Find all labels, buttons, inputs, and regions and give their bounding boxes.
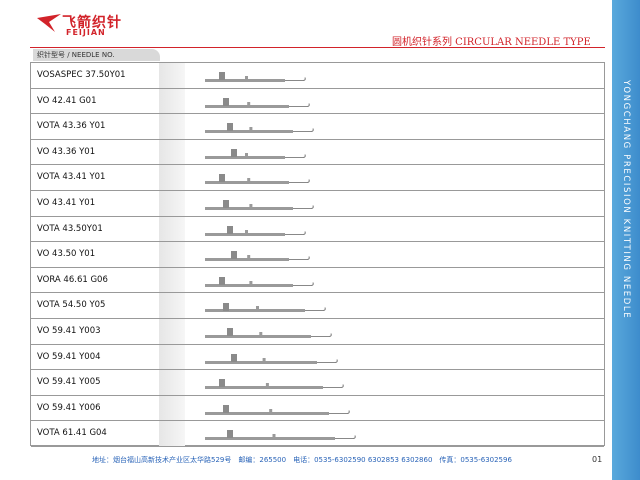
needle-no: VOTA 43.36 Y01 (37, 121, 106, 132)
logo-english: FEIJIAN (66, 28, 106, 37)
needle-no: VOTA 54.50 Y05 (37, 300, 106, 311)
needle-no: VO 59.41 Y005 (37, 377, 101, 388)
page-number: 01 (592, 455, 603, 464)
needle-image (205, 430, 356, 441)
needle-image (205, 148, 306, 159)
table-row: VOSASPEC 37.50Y01 (31, 63, 604, 89)
logo-chinese: 飞箭织针 (62, 15, 122, 31)
table-row: VO 59.41 Y003 (31, 319, 604, 345)
stripe (159, 421, 185, 446)
table-row: VO 59.41 Y004 (31, 344, 604, 371)
table-row: VOTA 43.50Y01 (31, 216, 604, 243)
table-row: VOTA 54.50 Y05 (31, 293, 604, 319)
stripe (159, 191, 185, 216)
needle-image (205, 276, 314, 287)
needle-image (205, 251, 310, 262)
needle-no: VOSASPEC 37.50Y01 (37, 70, 126, 80)
stripe (159, 216, 185, 242)
needle-image (205, 303, 326, 313)
stripe (159, 344, 185, 370)
stripe (159, 139, 185, 165)
needle-image (205, 97, 310, 108)
table-row: VOTA 43.41 Y01 (31, 165, 604, 191)
divider (30, 47, 605, 48)
needle-no: VO 43.36 Y01 (37, 146, 96, 157)
needle-no: VOTA 43.41 Y01 (37, 172, 106, 183)
needle-image (205, 225, 306, 236)
table-row: VO 42.41 G01 (31, 88, 604, 115)
logo-icon (37, 14, 61, 32)
table-row: VO 43.41 Y01 (31, 191, 604, 217)
side-band (612, 0, 640, 480)
stripe (159, 267, 185, 293)
stripe (159, 114, 185, 139)
table-row: VO 59.41 Y006 (31, 395, 604, 422)
table-row: VO 59.41 Y005 (31, 370, 604, 396)
needle-no: VO 59.41 Y006 (37, 402, 101, 413)
needle-image (205, 404, 350, 415)
needle-no: VO 59.41 Y003 (37, 326, 101, 336)
needle-table: VOSASPEC 37.50Y01 VO 42.41 G01 VOTA 43.36 … (30, 62, 605, 447)
stripe (159, 165, 185, 190)
needle-image (205, 123, 314, 134)
needle-image (205, 174, 310, 185)
needle-no: VO 59.41 Y004 (37, 351, 101, 362)
needle-image (205, 328, 332, 338)
needle-no: VO 43.50 Y01 (37, 249, 96, 260)
needle-no: VO 42.41 G01 (37, 95, 97, 106)
stripe (159, 63, 185, 88)
page-title: 圆机织针系列 CIRCULAR NEEDLE TYPE (392, 37, 591, 48)
needle-image (205, 353, 338, 364)
needle-no: VOTA 43.50Y01 (37, 223, 103, 234)
stripe (159, 242, 185, 267)
stripe (159, 88, 185, 114)
column-header: 织针型号 / NEEDLE NO. (33, 49, 160, 61)
needle-image (205, 200, 314, 210)
needle-no: VOTA 61.41 G04 (37, 428, 107, 439)
needle-no: VORA 46.61 G06 (37, 274, 108, 285)
needle-image (205, 72, 306, 82)
table-row: VOTA 43.36 Y01 (31, 114, 604, 140)
footer-address: 地址：烟台福山高新技术产业区太华路529号 邮编：265500 电话：0535-… (92, 456, 512, 464)
stripe (159, 395, 185, 421)
table-row: VORA 46.61 G06 (31, 267, 604, 294)
table-row: VO 43.50 Y01 (31, 242, 604, 268)
stripe (159, 370, 185, 395)
side-text: YONGCHANG PRECISION KNITTING NEEDLE (621, 80, 631, 320)
stripe (159, 319, 185, 344)
stripe (159, 293, 185, 318)
table-row: VO 43.36 Y01 (31, 139, 604, 166)
needle-image (205, 379, 344, 390)
table-row: VOTA 61.41 G04 (31, 421, 604, 447)
needle-no: VO 43.41 Y01 (37, 198, 96, 208)
